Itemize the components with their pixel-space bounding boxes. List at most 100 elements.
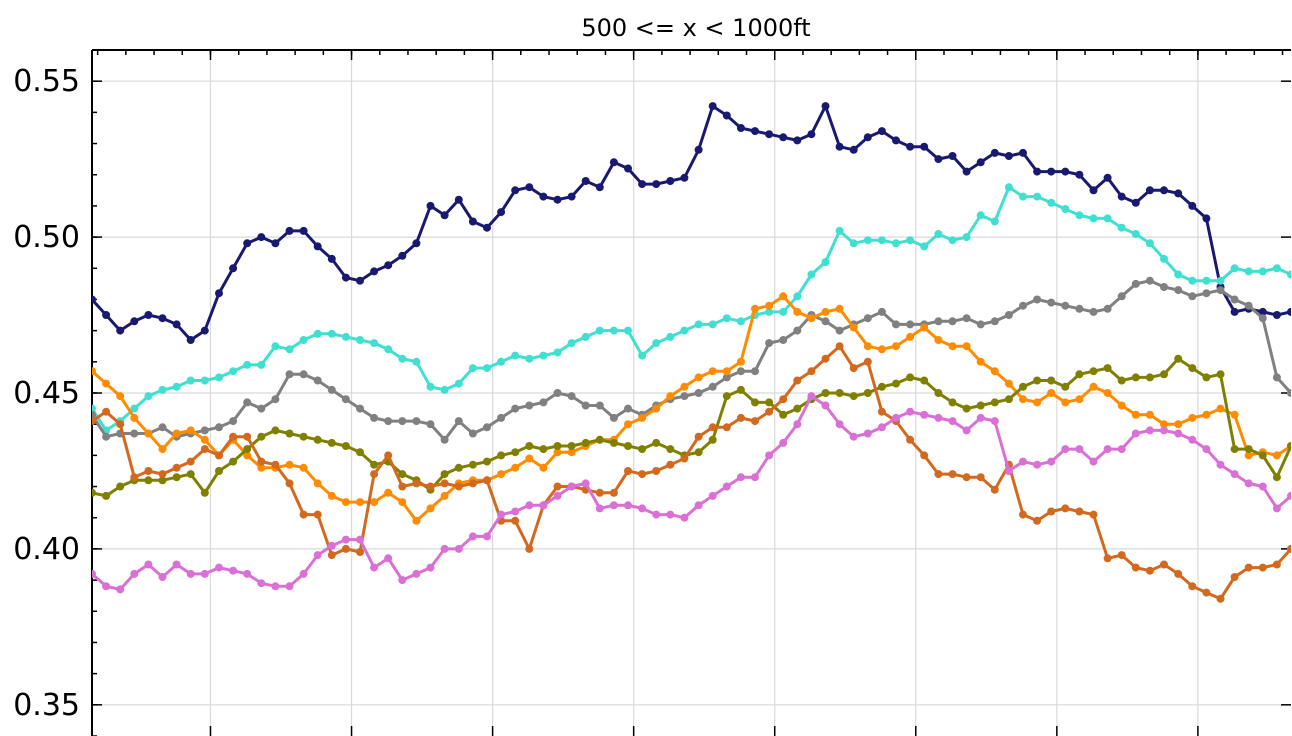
data-point (849, 323, 858, 332)
data-point (765, 451, 774, 460)
data-point (116, 326, 125, 335)
data-point (384, 345, 393, 354)
data-point (1258, 451, 1267, 460)
data-point (370, 413, 379, 422)
data-point (257, 463, 266, 472)
data-point (1089, 510, 1098, 519)
data-point (1019, 382, 1027, 391)
data-point (440, 211, 449, 220)
series-line (92, 104, 1291, 342)
data-point (751, 398, 759, 407)
data-point (511, 507, 520, 516)
data-point (92, 569, 96, 578)
data-point (624, 442, 632, 450)
series-5 (92, 342, 1291, 603)
data-point (356, 498, 364, 507)
data-point (1244, 563, 1253, 572)
data-point (976, 357, 985, 366)
data-point (454, 463, 463, 472)
data-point (1103, 389, 1112, 397)
data-point (200, 326, 209, 335)
data-point (807, 270, 816, 279)
data-point (229, 264, 238, 273)
data-point (285, 345, 294, 354)
data-point (624, 164, 632, 173)
data-point (892, 136, 900, 145)
data-point (1188, 292, 1197, 301)
data-point (483, 423, 491, 432)
data-point (1019, 301, 1027, 310)
data-point (426, 482, 435, 491)
data-point (1287, 270, 1291, 279)
data-point (412, 569, 421, 578)
data-point (680, 513, 689, 522)
data-point (1216, 370, 1225, 379)
data-point (144, 560, 153, 569)
data-point (892, 320, 900, 329)
data-point (1216, 460, 1225, 469)
data-point (172, 320, 181, 329)
data-point (1188, 276, 1197, 285)
data-point (595, 435, 604, 444)
data-point (1131, 373, 1140, 382)
data-point (1244, 301, 1253, 310)
data-point (172, 463, 181, 472)
data-point (694, 389, 703, 397)
data-point (1103, 364, 1112, 373)
data-point (1145, 239, 1154, 248)
data-point (1075, 445, 1084, 454)
data-point (1019, 395, 1027, 404)
data-point (1272, 451, 1281, 460)
data-point (229, 457, 238, 466)
data-point (327, 329, 336, 338)
data-point (468, 429, 477, 438)
data-point (468, 479, 477, 488)
data-point (863, 133, 872, 142)
data-point (271, 342, 280, 351)
data-point (144, 476, 153, 485)
data-point (313, 376, 322, 385)
data-point (1061, 445, 1070, 454)
data-point (398, 482, 407, 491)
data-point (722, 392, 731, 401)
data-point (341, 395, 350, 404)
data-point (920, 323, 929, 332)
data-point (1230, 445, 1239, 454)
data-point (243, 432, 252, 441)
data-point (1061, 504, 1070, 513)
data-point (835, 142, 844, 151)
data-point (1075, 211, 1084, 220)
data-point (793, 292, 802, 301)
data-point (497, 208, 506, 217)
data-point (1131, 429, 1140, 438)
data-point (1019, 457, 1027, 466)
data-point (92, 488, 96, 497)
data-point (708, 423, 717, 432)
data-point (877, 382, 886, 391)
data-point (539, 501, 548, 510)
data-point (807, 392, 816, 401)
data-point (765, 407, 774, 416)
data-point (454, 482, 463, 491)
data-point (906, 236, 915, 245)
data-point (313, 479, 322, 488)
data-point (962, 473, 971, 482)
data-point (609, 413, 618, 422)
data-point (835, 420, 844, 429)
data-point (1160, 186, 1168, 195)
data-point (892, 239, 900, 248)
data-point (384, 554, 393, 563)
data-point (1145, 426, 1154, 435)
data-point (694, 145, 703, 154)
series-0 (92, 102, 1291, 344)
data-point (483, 364, 491, 373)
data-point (92, 410, 96, 419)
data-point (1117, 192, 1126, 201)
data-point (426, 563, 435, 572)
data-point (934, 413, 943, 422)
data-point (990, 417, 999, 426)
data-point (525, 454, 534, 463)
data-point (595, 488, 604, 497)
data-point (1258, 307, 1267, 316)
data-point (906, 407, 915, 416)
